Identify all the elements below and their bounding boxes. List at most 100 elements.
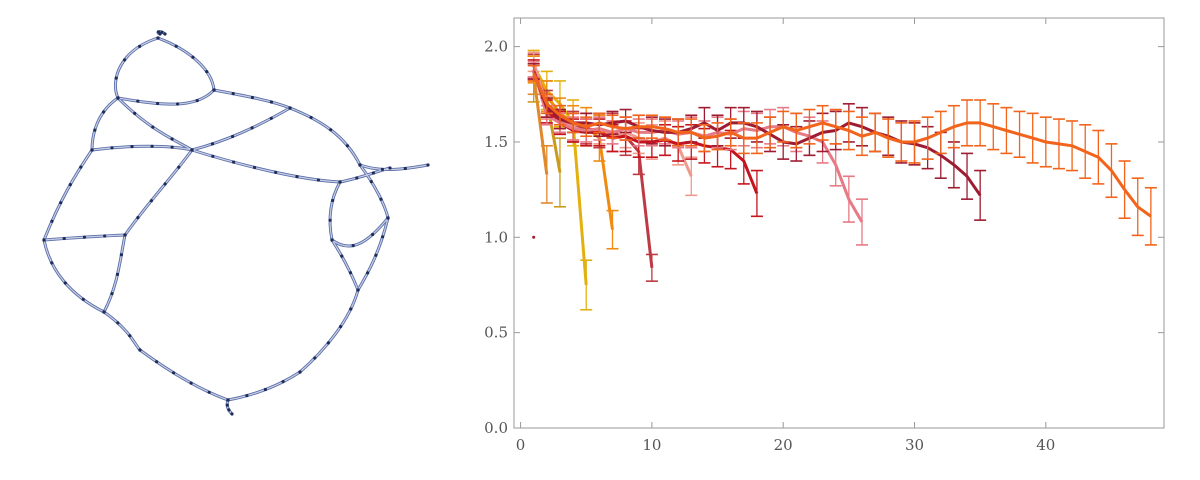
- graph-node: [269, 100, 273, 104]
- y-tick-label: 0.0: [484, 419, 508, 437]
- graph-node: [274, 170, 278, 174]
- graph-node: [316, 178, 320, 182]
- graph-node: [119, 253, 123, 257]
- series-9: [527, 61, 868, 246]
- y-tick-label: 1.5: [484, 133, 508, 151]
- graph-edge-highlight: [139, 349, 229, 401]
- graph-edge: [191, 106, 291, 152]
- graph-node: [386, 216, 390, 220]
- graph-node: [371, 171, 375, 175]
- graph-node: [136, 216, 140, 220]
- graph-node: [329, 128, 333, 132]
- graph-node: [50, 219, 54, 223]
- graph-node: [160, 30, 164, 34]
- graph-node: [371, 232, 375, 237]
- graph-node: [231, 134, 235, 139]
- graph-node: [348, 271, 353, 275]
- graph-node: [210, 142, 215, 146]
- graph-node: [231, 92, 235, 96]
- graph-node: [388, 166, 392, 170]
- graph-node: [212, 88, 216, 92]
- graph-node: [331, 198, 335, 203]
- graph-edge: [103, 310, 142, 352]
- graph-node: [62, 236, 66, 241]
- graph-node: [340, 254, 344, 258]
- graph-node: [351, 244, 355, 248]
- series-line: [532, 75, 549, 175]
- graph-node: [138, 348, 142, 352]
- graph-edge: [139, 348, 229, 402]
- graph-edge-highlight: [157, 37, 215, 91]
- graph-edge: [328, 181, 342, 241]
- x-tick-label: 20: [774, 436, 793, 454]
- network-graph: [42, 30, 430, 416]
- graph-edge: [299, 289, 360, 374]
- graph-node: [366, 271, 370, 275]
- graph-node: [381, 235, 385, 239]
- graph-node: [298, 370, 302, 374]
- x-tick-label: 30: [905, 436, 924, 454]
- plot-frame: [513, 17, 1165, 429]
- graph-node: [358, 163, 362, 167]
- graph-node: [355, 176, 359, 180]
- graph-edge-highlight: [103, 234, 126, 313]
- graph-node: [227, 408, 231, 412]
- line-chart-with-error-bars: 0 10 20 30 40 0.0 0.5 1.0 1.5 2.0: [484, 17, 1165, 454]
- graph-edge: [227, 370, 301, 402]
- graph-node: [59, 201, 63, 205]
- graph-edge-highlight: [91, 97, 119, 151]
- graph-node: [133, 111, 137, 115]
- graph-edge-highlight: [91, 145, 193, 151]
- y-axis-ticks: 0.0 0.5 1.0 1.5 2.0: [484, 38, 1164, 437]
- graph-edge: [116, 96, 193, 152]
- graph-edge: [113, 36, 159, 99]
- graph-node: [380, 167, 384, 171]
- graph-node: [232, 160, 236, 164]
- graph-node: [155, 360, 159, 364]
- x-tick-label: 40: [1036, 436, 1055, 454]
- graph-node: [136, 99, 140, 103]
- graph-edge: [90, 96, 119, 151]
- graph-node: [263, 387, 267, 392]
- graph-edge-highlight: [43, 239, 105, 313]
- graph-node: [115, 272, 120, 276]
- graph-node: [138, 44, 142, 49]
- graph-node: [326, 341, 330, 345]
- graph-node: [170, 137, 174, 141]
- graph-node: [50, 261, 54, 265]
- chart-panel: 0 10 20 30 40 0.0 0.5 1.0 1.5 2.0: [470, 0, 1200, 480]
- graph-node: [295, 175, 299, 179]
- graph-node: [230, 412, 234, 416]
- graph-node: [250, 95, 254, 100]
- graph-edge-highlight: [357, 217, 389, 291]
- graph-node: [245, 394, 249, 398]
- graph-node: [68, 183, 72, 187]
- series-line: [532, 72, 1152, 218]
- graph-node: [151, 125, 155, 129]
- graph-node: [379, 197, 383, 201]
- graph-node: [81, 297, 85, 301]
- graph-node: [163, 182, 167, 186]
- graph-edge-highlight: [191, 107, 291, 151]
- graph-edge: [191, 148, 341, 184]
- graph-edge: [117, 88, 216, 106]
- series-11: [527, 64, 1157, 246]
- graph-edge-highlight: [213, 89, 291, 109]
- graph-node: [309, 115, 313, 120]
- graph-edge-highlight: [117, 97, 193, 151]
- graph-node: [174, 44, 178, 48]
- graph-node: [225, 403, 229, 407]
- graph-edge-highlight: [359, 164, 389, 219]
- graph-node: [374, 253, 378, 257]
- graph-node: [205, 70, 209, 74]
- graph-edge-highlight: [329, 181, 341, 241]
- graph-node: [269, 116, 273, 120]
- graph-node: [369, 180, 373, 184]
- graph-edge-highlight: [331, 217, 389, 247]
- graph-node: [149, 199, 153, 203]
- graph-node: [345, 144, 349, 148]
- graph-node: [156, 36, 160, 40]
- series-layer: [527, 49, 1157, 311]
- graph-edge: [289, 106, 362, 166]
- graph-node: [313, 356, 317, 360]
